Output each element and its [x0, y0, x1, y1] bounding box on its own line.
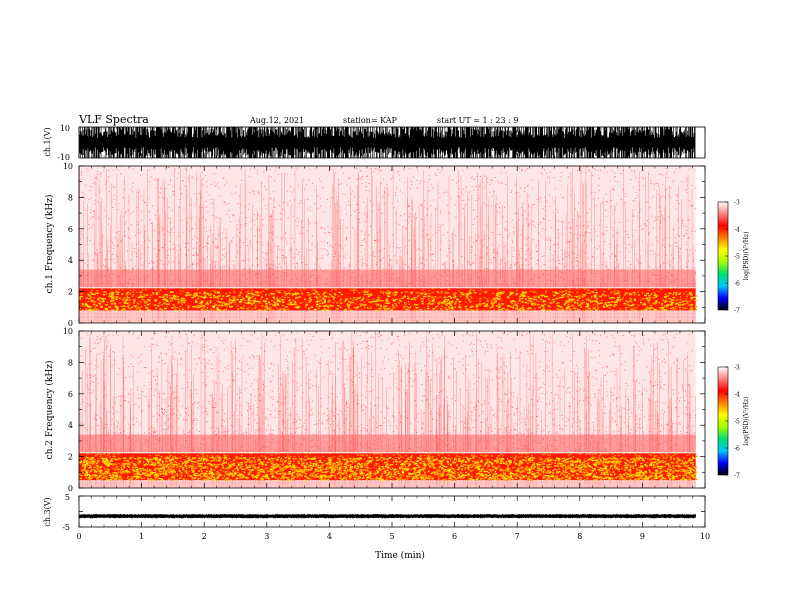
- spectrogram-ytick-label: 6: [68, 390, 73, 399]
- ch1-spectrogram-image: [79, 165, 698, 323]
- ch1-waveform-panel: 10 -10 ch.1(V): [43, 124, 706, 162]
- ch1-spectrogram-yticks: 0 2 4 6 8 10: [63, 162, 705, 328]
- ch3-ytick-bottom: -5: [62, 523, 70, 532]
- spectrogram-mid-speckles: [80, 287, 698, 311]
- time-tick-label: 1: [139, 532, 144, 541]
- time-tick-label: 2: [202, 532, 207, 541]
- ch2-spectrogram-yticks: 0 2 4 6 8 10: [63, 327, 705, 493]
- ch1-spectrogram-panel: 0 2 4 6 8 10 ch.1 Frequency (kHz): [44, 162, 706, 328]
- chart-title: VLF Spectra: [78, 113, 149, 126]
- spectrogram-mid-speckles: [79, 452, 698, 481]
- colorbar-label: log(PSD)(V²/Hz): [743, 397, 750, 446]
- spectrogram-ytick-label: 2: [68, 288, 73, 297]
- ch3-waveform-line: [79, 514, 696, 519]
- time-tick-label: 6: [452, 532, 457, 541]
- ch3-ytick-top: 5: [65, 493, 70, 502]
- time-tick-label: 9: [640, 532, 645, 541]
- station-label: station= KAP: [343, 116, 398, 125]
- time-tick-label: 8: [577, 532, 582, 541]
- ch1-ytick-bottom: -10: [57, 153, 70, 162]
- spectrogram-ytick-label: 4: [68, 256, 73, 265]
- ch1-waveform-trace: [79, 127, 696, 158]
- start-time-label: start UT = 1 : 23 : 9: [437, 116, 518, 125]
- time-axis: 0 1 2 3 4 5 6 7 8 9 10: [76, 127, 710, 541]
- spectrogram-ytick-label: 2: [68, 453, 73, 462]
- colorbar-tick-label: -5: [734, 419, 740, 426]
- spectrogram-ytick-label: 4: [68, 421, 73, 430]
- spectrogram-ytick-label: 0: [68, 484, 73, 493]
- ch1-spectrogram-ylabel: ch.1 Frequency (kHz): [44, 195, 55, 294]
- ch1-ytick-top: 10: [60, 124, 70, 133]
- spectrogram-upper-band: [79, 269, 696, 289]
- ch2-spectrogram-image: [79, 330, 698, 490]
- date-label: Aug.12, 2021: [249, 116, 304, 125]
- time-tick-label: 0: [76, 532, 81, 541]
- colorbar-tick-label: -4: [734, 392, 740, 399]
- colorbar-tick-label: -7: [734, 308, 740, 315]
- ch1-waveform-ylabel: ch.1(V): [43, 127, 52, 156]
- colorbar-tick-label: -5: [734, 254, 740, 261]
- spectrogram-low-band: [79, 311, 696, 323]
- spectrogram-ytick-label: 0: [68, 319, 73, 328]
- ch3-waveform-panel: 5 -5 ch.3(V) 0 1 2 3 4 5 6 7 8 9 10 Time (min): [43, 127, 710, 561]
- spectrogram-ytick-label: 10: [63, 162, 73, 171]
- colorbar-tick-label: -4: [734, 227, 740, 234]
- time-tick-label: 7: [515, 532, 520, 541]
- ch1-colorbar: -3 -4 -5 -6 -7 log(PSD)(V²/Hz): [717, 200, 750, 315]
- spectrogram-ytick-label: 8: [68, 193, 73, 202]
- ch3-waveform-ylabel: ch.3(V): [43, 497, 52, 526]
- ch2-colorbar: -3 -4 -5 -6 -7 log(PSD)(V²/Hz): [717, 365, 750, 480]
- colorbar-tick-label: -3: [734, 365, 740, 372]
- ch1-waveform-line: [79, 127, 696, 158]
- colorbar-tick-label: -7: [734, 473, 740, 480]
- time-axis-label: Time (min): [375, 550, 425, 561]
- ch2-spectrogram-ylabel: ch.2 Frequency (kHz): [44, 361, 55, 460]
- time-tick-label: 5: [389, 532, 394, 541]
- spectrogram-low-band: [79, 480, 696, 488]
- colorbar-tick-label: -3: [734, 200, 740, 207]
- spectrogram-upper-band: [79, 434, 696, 454]
- time-tick-label: 10: [700, 532, 710, 541]
- colorbar-tick-label: -6: [734, 281, 740, 288]
- time-tick-label: 3: [264, 532, 269, 541]
- spectrogram-ytick-label: 8: [68, 358, 73, 367]
- spectrogram-ytick-label: 10: [63, 327, 73, 336]
- time-tick-label: 4: [327, 532, 332, 541]
- colorbar-label: log(PSD)(V²/Hz): [743, 232, 750, 281]
- colorbar-tick-label: -6: [734, 446, 740, 453]
- ch2-spectrogram-panel: 0 2 4 6 8 10 ch.2 Frequency (kHz): [44, 327, 706, 493]
- spectrogram-ytick-label: 6: [68, 225, 73, 234]
